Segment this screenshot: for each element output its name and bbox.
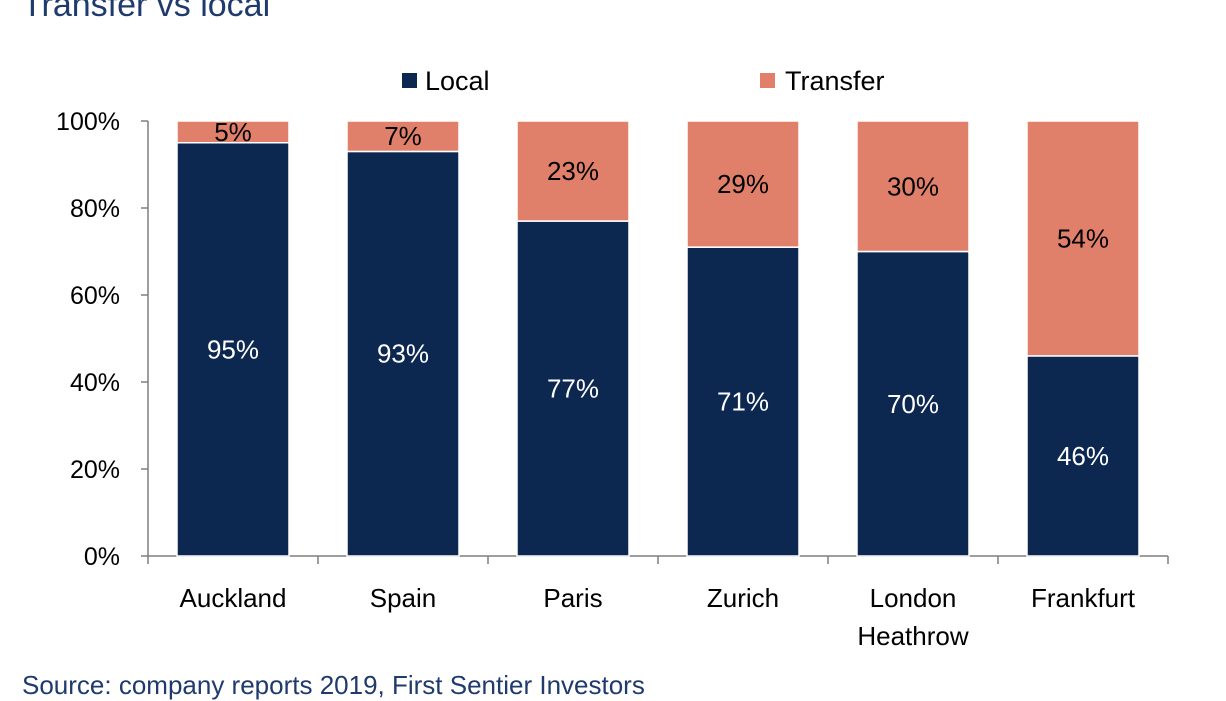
legend-label-local: Local [425, 66, 490, 96]
y-tick-label: 20% [70, 456, 120, 484]
bar-local [1026, 355, 1140, 557]
chart-title: Transfer vs local [22, 0, 271, 24]
bar-local [346, 150, 460, 557]
bar-local [686, 246, 800, 557]
data-label-local: 70% [887, 389, 939, 419]
source-note: Source: company reports 2019, First Sent… [22, 670, 645, 700]
category-label: Paris [543, 583, 602, 613]
y-tick-label: 80% [70, 195, 120, 223]
data-label-transfer: 30% [887, 171, 939, 201]
legend-swatch-local [402, 73, 417, 88]
legend-swatch-transfer [760, 73, 775, 88]
category-label: Spain [370, 583, 437, 613]
data-label-transfer: 7% [384, 121, 422, 151]
legend-label-transfer: Transfer [785, 66, 885, 96]
y-tick-label: 60% [70, 282, 120, 310]
y-tick-label: 0% [84, 543, 120, 571]
data-label-local: 46% [1057, 441, 1109, 471]
bar-transfer [346, 120, 460, 153]
y-tick-label: 40% [70, 369, 120, 397]
bar-transfer [176, 120, 290, 144]
category-label: Auckland [180, 583, 287, 613]
category-label: London [870, 583, 957, 613]
data-label-transfer: 23% [547, 156, 599, 186]
category-label: Frankfurt [1031, 583, 1136, 613]
bar-transfer [516, 120, 630, 222]
category-label: Heathrow [857, 621, 968, 651]
bar-transfer [856, 120, 970, 253]
bar-local [856, 250, 970, 557]
bar-transfer [1026, 120, 1140, 357]
data-label-local: 71% [717, 387, 769, 417]
category-label: Zurich [707, 583, 779, 613]
data-label-transfer: 29% [717, 169, 769, 199]
bar-transfer [686, 120, 800, 248]
data-label-transfer: 54% [1057, 223, 1109, 253]
data-label-local: 95% [207, 334, 259, 364]
data-label-local: 93% [377, 339, 429, 369]
data-label-transfer: 5% [214, 117, 252, 147]
data-label-local: 77% [547, 374, 599, 404]
y-tick-label: 100% [56, 108, 120, 136]
